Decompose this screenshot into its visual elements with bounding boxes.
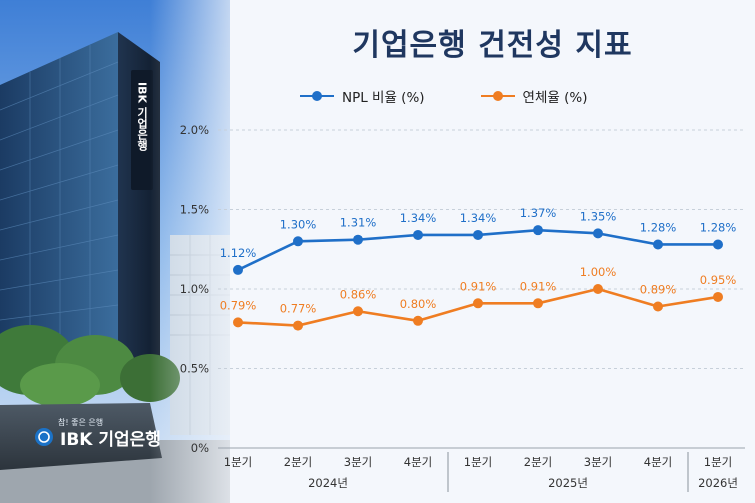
npl-data-label: 1.12% — [220, 246, 257, 260]
delinquency-data-label: 0.91% — [520, 279, 557, 293]
delinquency-point — [293, 320, 303, 331]
x-tick-label: 3분기 — [584, 455, 612, 469]
legend-delinquency-label: 연체율 (%) — [522, 90, 588, 106]
x-tick-label: 4분기 — [644, 455, 672, 469]
legend-npl-marker — [300, 90, 334, 102]
delinquency-data-label: 0.95% — [700, 273, 737, 287]
delinquency-point — [713, 291, 723, 302]
ibk-logo — [35, 428, 53, 446]
bank-building-photo: IBK 기업은행 참! 좋은 은행 IBK 기업은행 — [0, 0, 230, 503]
npl-data-label: 1.28% — [700, 220, 737, 234]
delinquency-point — [653, 301, 663, 312]
npl-point — [713, 239, 723, 250]
y-tick-label: 1.5% — [180, 203, 209, 217]
npl-data-label: 1.37% — [520, 206, 557, 220]
x-tick-label: 2분기 — [284, 455, 312, 469]
x-tick-label: 4분기 — [404, 455, 432, 469]
delinquency-data-label: 0.91% — [460, 279, 497, 293]
delinquency-data-label: 0.79% — [220, 298, 257, 312]
y-tick-label: 2.0% — [180, 123, 209, 137]
x-tick-label: 3분기 — [344, 455, 372, 469]
x-tick-label: 1분기 — [224, 455, 252, 469]
npl-data-label: 1.28% — [640, 220, 677, 234]
y-tick-label: 0.5% — [180, 362, 209, 376]
npl-point — [353, 234, 363, 245]
legend: NPL 비율 (%) 연체율 (%) — [300, 86, 587, 106]
delinquency-point — [473, 298, 483, 309]
npl-point — [533, 225, 543, 236]
delinquency-data-label: 0.89% — [640, 282, 677, 296]
tower-sign: IBK 기업은행 — [136, 82, 149, 152]
npl-point — [293, 236, 303, 247]
chart-title: 기업은행 건전성 지표 — [352, 28, 633, 63]
year-label: 2024년 — [308, 476, 348, 490]
delinquency-data-label: 0.80% — [400, 297, 437, 311]
delinquency-data-label: 0.77% — [280, 302, 317, 316]
delinquency-point — [413, 315, 423, 326]
photo-fade — [150, 0, 230, 503]
year-label: 2025년 — [548, 476, 588, 490]
npl-data-label: 1.35% — [580, 209, 617, 223]
x-tick-label: 2분기 — [524, 455, 552, 469]
legend-delinquency-marker — [480, 90, 515, 102]
year-label: 2026년 — [698, 476, 738, 490]
npl-point — [413, 229, 423, 240]
delinquency-point — [533, 298, 543, 309]
y-tick-label: 0% — [191, 441, 209, 455]
npl-data-label: 1.31% — [340, 216, 377, 230]
x-tick-label: 1분기 — [704, 455, 732, 469]
delinquency-point — [233, 317, 243, 328]
sculpture-tagline: 참! 좋은 은행 — [58, 417, 103, 427]
legend-npl-label: NPL 비율 (%) — [342, 90, 425, 106]
npl-point — [653, 239, 663, 250]
legend-item-npl: NPL 비율 (%) — [300, 86, 425, 106]
npl-point — [593, 228, 603, 239]
delinquency-point — [353, 306, 363, 317]
delinquency-data-label: 1.00% — [580, 265, 617, 279]
legend-item-delinquency: 연체율 (%) — [480, 86, 588, 106]
npl-point — [233, 264, 243, 275]
npl-data-label: 1.34% — [460, 211, 497, 225]
npl-data-label: 1.30% — [280, 217, 317, 231]
x-tick-label: 1분기 — [464, 455, 492, 469]
delinquency-point — [593, 284, 603, 294]
y-tick-label: 1.0% — [180, 282, 209, 296]
npl-point — [473, 229, 483, 240]
npl-data-label: 1.34% — [400, 211, 437, 225]
delinquency-data-label: 0.86% — [340, 287, 377, 301]
sculpture-brand: IBK 기업은행 — [60, 430, 161, 450]
